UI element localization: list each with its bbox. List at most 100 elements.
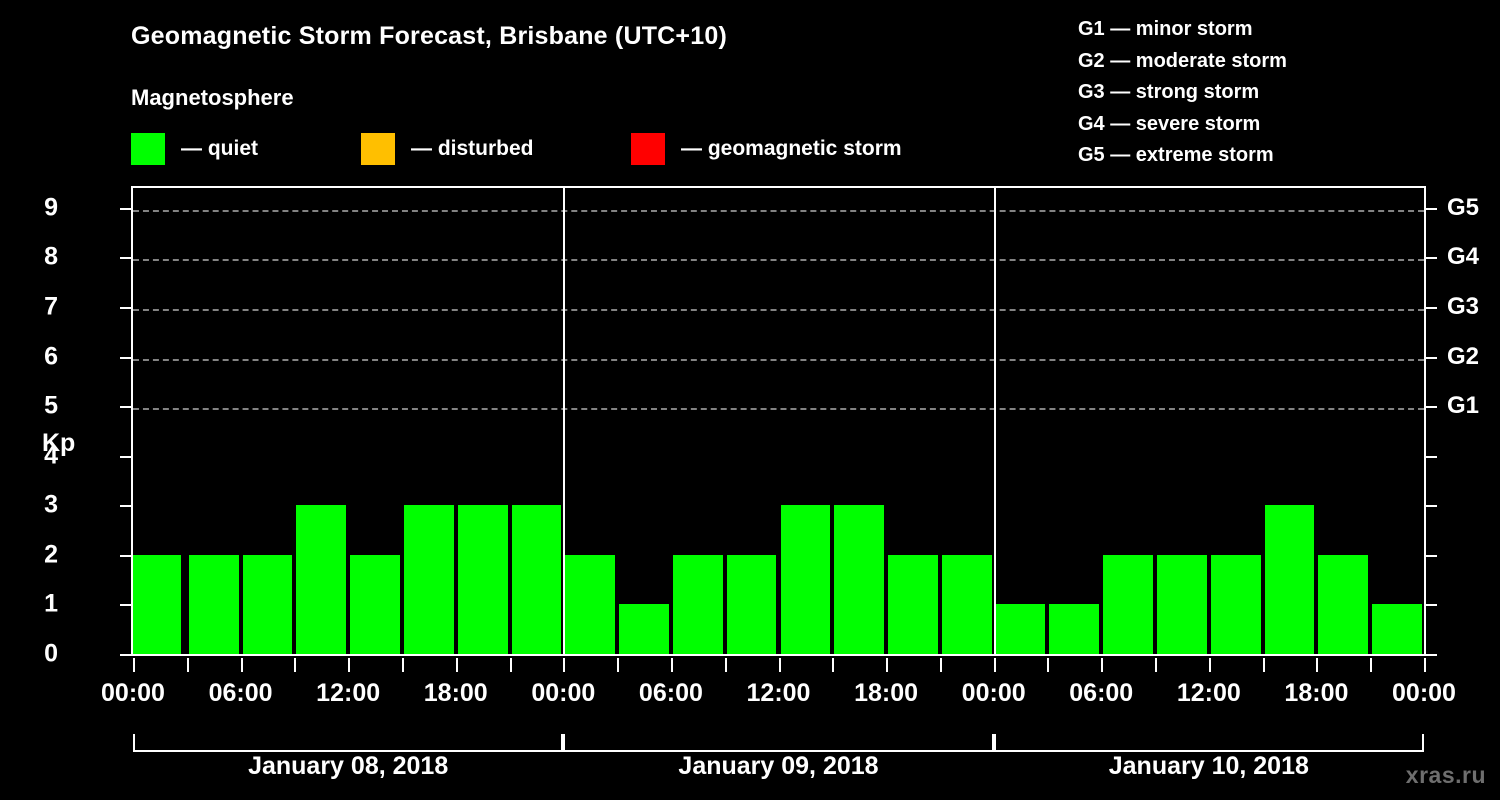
plot-area	[131, 186, 1426, 656]
legend-item-2: — geomagnetic storm	[631, 133, 902, 165]
bar-kp	[1318, 554, 1369, 654]
y-axis-label-9: 9	[44, 193, 58, 222]
x-tick-16	[993, 658, 996, 672]
x-tick-13	[832, 658, 835, 672]
y-axis-label-4: 4	[44, 441, 58, 470]
date-bracket-0	[133, 734, 564, 752]
y-tick-6	[120, 356, 131, 359]
y-tick-right-3	[1426, 505, 1437, 508]
x-axis-label-6: 12:00	[746, 679, 811, 707]
x-tick-22	[1316, 658, 1319, 672]
x-tick-17	[1047, 658, 1050, 672]
y-tick-right-6	[1426, 356, 1437, 359]
y-tick-right-7	[1426, 306, 1437, 309]
storm-scale-line-3: G3 — strong storm	[1078, 81, 1260, 103]
y-tick-3	[120, 505, 131, 508]
y-tick-right-9	[1426, 207, 1437, 210]
y-axis-label-3: 3	[44, 490, 58, 519]
bar-kp	[350, 554, 400, 654]
y-tick-right-2	[1426, 554, 1437, 557]
x-axis-label-12: 00:00	[1392, 679, 1456, 707]
legend-swatch-icon	[361, 133, 395, 165]
x-tick-24	[1424, 658, 1426, 672]
storm-scale-line-2: G2 — moderate storm	[1078, 49, 1287, 72]
gridline-kp-6	[133, 358, 1424, 361]
x-tick-11	[724, 658, 727, 672]
day-separator	[993, 188, 996, 654]
x-axis-label-10: 12:00	[1176, 679, 1241, 707]
y-tick-right-4	[1426, 455, 1437, 458]
y-tick-7	[120, 306, 131, 309]
bar-kp	[565, 554, 616, 654]
gridline-kp-5	[133, 408, 1424, 411]
x-axis-label-7: 18:00	[854, 679, 919, 707]
x-tick-1	[186, 658, 189, 672]
x-axis-label-2: 12:00	[316, 679, 381, 707]
x-tick-10	[670, 658, 673, 672]
x-tick-14	[886, 658, 889, 672]
y-tick-2	[120, 554, 131, 557]
x-tick-7	[509, 658, 512, 672]
chart-subtitle: Magnetosphere	[131, 85, 294, 110]
bar-kp	[133, 554, 181, 654]
date-label-1: January 09, 2018	[678, 752, 879, 780]
bar-kp	[888, 554, 938, 654]
x-axis-label-11: 18:00	[1284, 679, 1349, 707]
legend-swatch-icon	[631, 133, 665, 165]
g-scale-label-G1: G1	[1447, 392, 1480, 420]
x-tick-21	[1262, 658, 1265, 672]
day-separator	[563, 188, 566, 654]
y-axis-label-0: 0	[44, 639, 58, 668]
y-axis-label-1: 1	[44, 589, 58, 618]
x-tick-19	[1155, 658, 1158, 672]
y-axis-label-8: 8	[44, 242, 58, 271]
x-axis-label-5: 06:00	[638, 679, 703, 707]
x-tick-2	[240, 658, 243, 672]
x-tick-18	[1101, 658, 1104, 672]
x-tick-0	[133, 658, 135, 672]
g-scale-label-G3: G3	[1447, 292, 1480, 320]
legend-label: — disturbed	[411, 137, 534, 160]
storm-scale-line-5: G5 — extreme storm	[1078, 144, 1274, 166]
x-tick-12	[778, 658, 781, 672]
x-tick-6	[455, 658, 458, 672]
gridline-kp-9	[133, 209, 1424, 212]
x-tick-5	[401, 658, 404, 672]
x-axis-label-9: 06:00	[1069, 679, 1134, 707]
bar-kp	[403, 505, 454, 654]
g-scale-label-G2: G2	[1447, 342, 1480, 370]
y-tick-1	[120, 604, 131, 607]
y-tick-right-0	[1426, 654, 1437, 656]
bar-kp	[1372, 604, 1422, 654]
x-tick-8	[563, 658, 566, 672]
bar-kp	[780, 505, 831, 654]
y-axis-label-5: 5	[44, 391, 58, 420]
legend-label: — quiet	[181, 137, 258, 160]
x-tick-4	[348, 658, 351, 672]
x-axis-label-0: 00:00	[101, 679, 165, 707]
bar-kp	[1157, 554, 1207, 654]
bar-kp	[1049, 604, 1100, 654]
storm-scale-legend: G1 — minor storm G2 — moderate storm G3 — …	[1078, 14, 1287, 172]
bar-kp	[726, 554, 777, 654]
legend-item-0: — quiet	[131, 133, 258, 165]
bar-kp	[1103, 554, 1154, 654]
bar-kp	[188, 554, 239, 654]
bar-kp	[1210, 554, 1261, 654]
date-bracket-1	[563, 734, 994, 752]
gridline-kp-7	[133, 308, 1424, 311]
y-tick-right-1	[1426, 604, 1437, 607]
bar-kp	[1264, 505, 1315, 654]
x-axis-label-1: 06:00	[208, 679, 273, 707]
date-label-2: January 10, 2018	[1108, 752, 1309, 780]
y-tick-0	[120, 654, 131, 656]
bar-kp	[619, 604, 669, 654]
gridline-kp-8	[133, 259, 1424, 262]
bar-kp	[941, 554, 992, 654]
g-scale-label-G4: G4	[1447, 243, 1480, 271]
x-axis-label-3: 18:00	[423, 679, 488, 707]
x-tick-23	[1370, 658, 1373, 672]
y-tick-9	[120, 207, 131, 210]
y-tick-right-8	[1426, 257, 1437, 260]
